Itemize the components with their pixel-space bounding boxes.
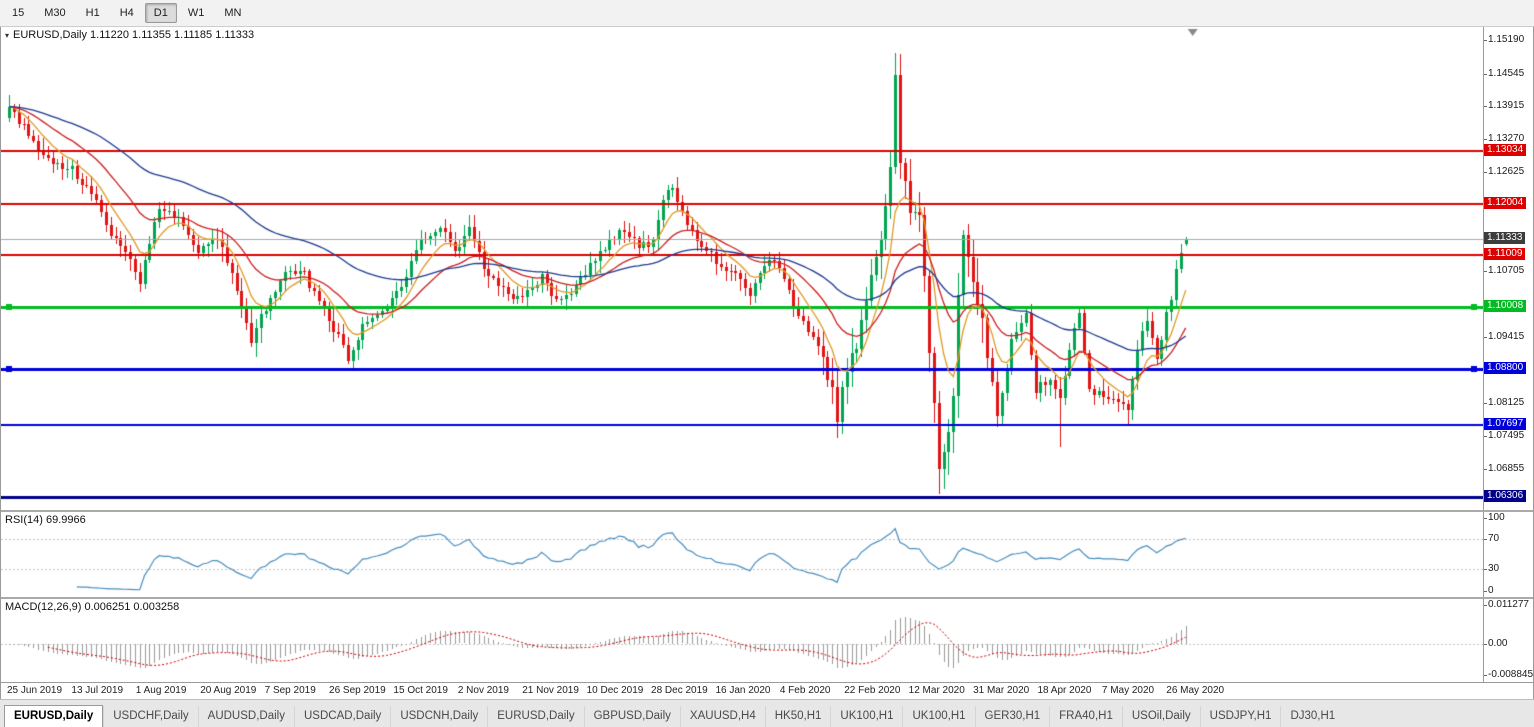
chart-tab-audusd-daily-2[interactable]: AUDUSD,Daily <box>197 706 294 727</box>
chart-tab-gbpusd-daily-6[interactable]: GBPUSD,Daily <box>583 706 680 727</box>
timeframe-button-15[interactable]: 15 <box>12 7 25 19</box>
chart-tab-uk100-h1-9[interactable]: UK100,H1 <box>830 706 902 727</box>
level-price-badge: 1.07697 <box>1484 418 1527 431</box>
price-tick-label: 1.14545 <box>1483 67 1525 79</box>
chart-tab-uk100-h1-10[interactable]: UK100,H1 <box>902 706 974 727</box>
chart-window: ▾ EURUSD,Daily 1.11220 1.11355 1.11185 1… <box>0 27 1534 699</box>
date-label: 21 Nov 2019 <box>522 685 579 696</box>
level-price-badge: 1.12004 <box>1484 197 1527 210</box>
date-label: 2 Nov 2019 <box>457 685 509 696</box>
price-tick-label: 1.15190 <box>1483 34 1525 46</box>
timeframe-button-w1[interactable]: W1 <box>187 7 205 19</box>
timeframe-button-m30[interactable]: M30 <box>44 7 66 19</box>
date-label: 20 Aug 2019 <box>200 685 257 696</box>
date-label: 12 Mar 2020 <box>908 685 965 696</box>
macd-scale[interactable]: 0.011277 0.00 -0.008845 <box>1483 599 1533 682</box>
panel-splitter-macd[interactable] <box>1 597 1533 599</box>
chart-tab-ger30-h1-11[interactable]: GER30,H1 <box>974 706 1050 727</box>
chart-tab-usdcnh-daily-4[interactable]: USDCNH,Daily <box>390 706 487 727</box>
price-tick-label: 1.13270 <box>1483 133 1525 144</box>
current-price-badge: 1.11333 <box>1484 231 1526 244</box>
macd-label: MACD(12,26,9) 0.006251 0.003258 <box>5 601 179 613</box>
date-label: 7 May 2020 <box>1101 685 1155 696</box>
date-label: 7 Sep 2019 <box>264 685 316 696</box>
level-price-badge: 1.11009 <box>1484 248 1526 261</box>
price-scale[interactable]: 1.15190 1.14545 1.13915 1.13270 1.12625 1.107… <box>1483 27 1533 510</box>
macd-label-text: MACD(12,26,9) 0.006251 0.003258 <box>5 601 180 613</box>
price-tick-label: 1.06855 <box>1483 462 1525 474</box>
price-tick-label: 1.09415 <box>1483 331 1525 343</box>
level-price-badge: 1.08800 <box>1484 361 1527 374</box>
timeframe-button-d1[interactable]: D1 <box>144 3 177 23</box>
price-tick-label: 1.10705 <box>1483 264 1525 276</box>
date-label: 18 Apr 2020 <box>1037 685 1092 696</box>
price-tick-label: 1.12625 <box>1483 166 1525 178</box>
chart-tab-usdjpy-h1-14[interactable]: USDJPY,H1 <box>1199 706 1281 727</box>
date-axis[interactable]: 25 Jun 2019 13 Jul 2019 1 Aug 2019 20 Aug 2… <box>1 682 1533 699</box>
price-tick-label: 1.07495 <box>1483 429 1525 441</box>
chart-tab-eurusd-daily-0[interactable]: EURUSD,Daily <box>4 705 104 727</box>
chart-tabbar: EURUSD,Daily USDCHF,Daily AUDUSD,Daily USDC… <box>0 699 1534 727</box>
rsi-tick-label: 0 <box>1484 585 1494 596</box>
date-label: 4 Feb 2020 <box>779 685 831 696</box>
date-label: 31 Mar 2020 <box>973 685 1030 696</box>
date-label: 15 Oct 2019 <box>393 685 448 696</box>
macd-plot-area: MACD(12,26,9) 0.006251 0.003258 <box>1 599 1483 682</box>
chart-tab-usoil-daily-13[interactable]: USOil,Daily <box>1121 706 1200 727</box>
macd-tick-label: 0.011277 <box>1484 599 1529 610</box>
rsi-label-text: RSI(14) 69.9966 <box>5 514 86 526</box>
chart-title-text: EURUSD,Daily 1.11220 1.11355 1.11185 1.1… <box>13 29 255 41</box>
rsi-tick-label: 100 <box>1484 512 1505 523</box>
level-price-badge: 1.06306 <box>1484 489 1527 502</box>
price-plot-area: ▾ EURUSD,Daily 1.11220 1.11355 1.11185 1… <box>1 27 1483 510</box>
timeframe-button-h4[interactable]: H4 <box>119 7 134 19</box>
chart-tab-eurusd-daily-5[interactable]: EURUSD,Daily <box>487 706 583 727</box>
date-label: 28 Dec 2019 <box>651 685 708 696</box>
price-panel: ▾ EURUSD,Daily 1.11220 1.11355 1.11185 1… <box>1 27 1533 510</box>
chart-tab-usdcad-daily-3[interactable]: USDCAD,Daily <box>293 706 390 727</box>
level-price-badge: 1.13034 <box>1484 144 1527 157</box>
macd-tick-label: 0.00 <box>1483 637 1508 649</box>
rsi-label: RSI(14) 69.9966 <box>5 514 86 526</box>
price-tick-label: 1.13915 <box>1483 99 1525 111</box>
chart-dropdown-icon: ▾ <box>5 30 10 40</box>
date-label: 25 Jun 2019 <box>7 685 63 696</box>
rsi-canvas[interactable] <box>1 512 1483 597</box>
timeframe-button-h1[interactable]: H1 <box>85 7 100 19</box>
chart-tab-dj30-h1-15[interactable]: DJ30,H1 <box>1280 706 1344 727</box>
level-price-badge: 1.10008 <box>1484 299 1527 312</box>
rsi-panel: RSI(14) 69.9966 100 70 30 0 <box>1 512 1533 597</box>
price-chart-canvas[interactable] <box>1 27 1483 510</box>
rsi-scale[interactable]: 100 70 30 0 <box>1483 512 1533 597</box>
panel-splitter-rsi[interactable] <box>1 510 1533 512</box>
macd-panel: MACD(12,26,9) 0.006251 0.003258 0.011277… <box>1 599 1533 682</box>
date-label: 26 May 2020 <box>1166 685 1225 696</box>
timeframe-button-mn[interactable]: MN <box>224 7 242 19</box>
chart-title: ▾ EURUSD,Daily 1.11220 1.11355 1.11185 1… <box>5 29 254 41</box>
chart-tab-hk50-h1-8[interactable]: HK50,H1 <box>764 706 831 727</box>
date-label: 22 Feb 2020 <box>844 685 901 696</box>
rsi-tick-label: 70 <box>1483 532 1500 544</box>
date-label: 26 Sep 2019 <box>329 685 386 696</box>
price-tick-label: 1.08125 <box>1483 397 1525 409</box>
timeframe-toolbar: 15 M30 H1 H4 D1 W1 MN <box>0 0 1534 27</box>
date-label: 1 Aug 2019 <box>135 685 187 696</box>
chart-tab-fra40-h1-12[interactable]: FRA40,H1 <box>1049 706 1122 727</box>
rsi-plot-area: RSI(14) 69.9966 <box>1 512 1483 597</box>
date-label: 13 Jul 2019 <box>71 685 124 696</box>
macd-tick-label: -0.008845 <box>1483 669 1534 680</box>
date-label: 16 Jan 2020 <box>715 685 771 696</box>
rsi-tick-label: 30 <box>1483 562 1500 574</box>
chart-tab-usdchf-daily-1[interactable]: USDCHF,Daily <box>103 706 197 727</box>
macd-canvas[interactable] <box>1 599 1483 682</box>
date-label: 10 Dec 2019 <box>586 685 644 696</box>
chart-tab-xauusd-h4-7[interactable]: XAUUSD,H4 <box>679 706 765 727</box>
